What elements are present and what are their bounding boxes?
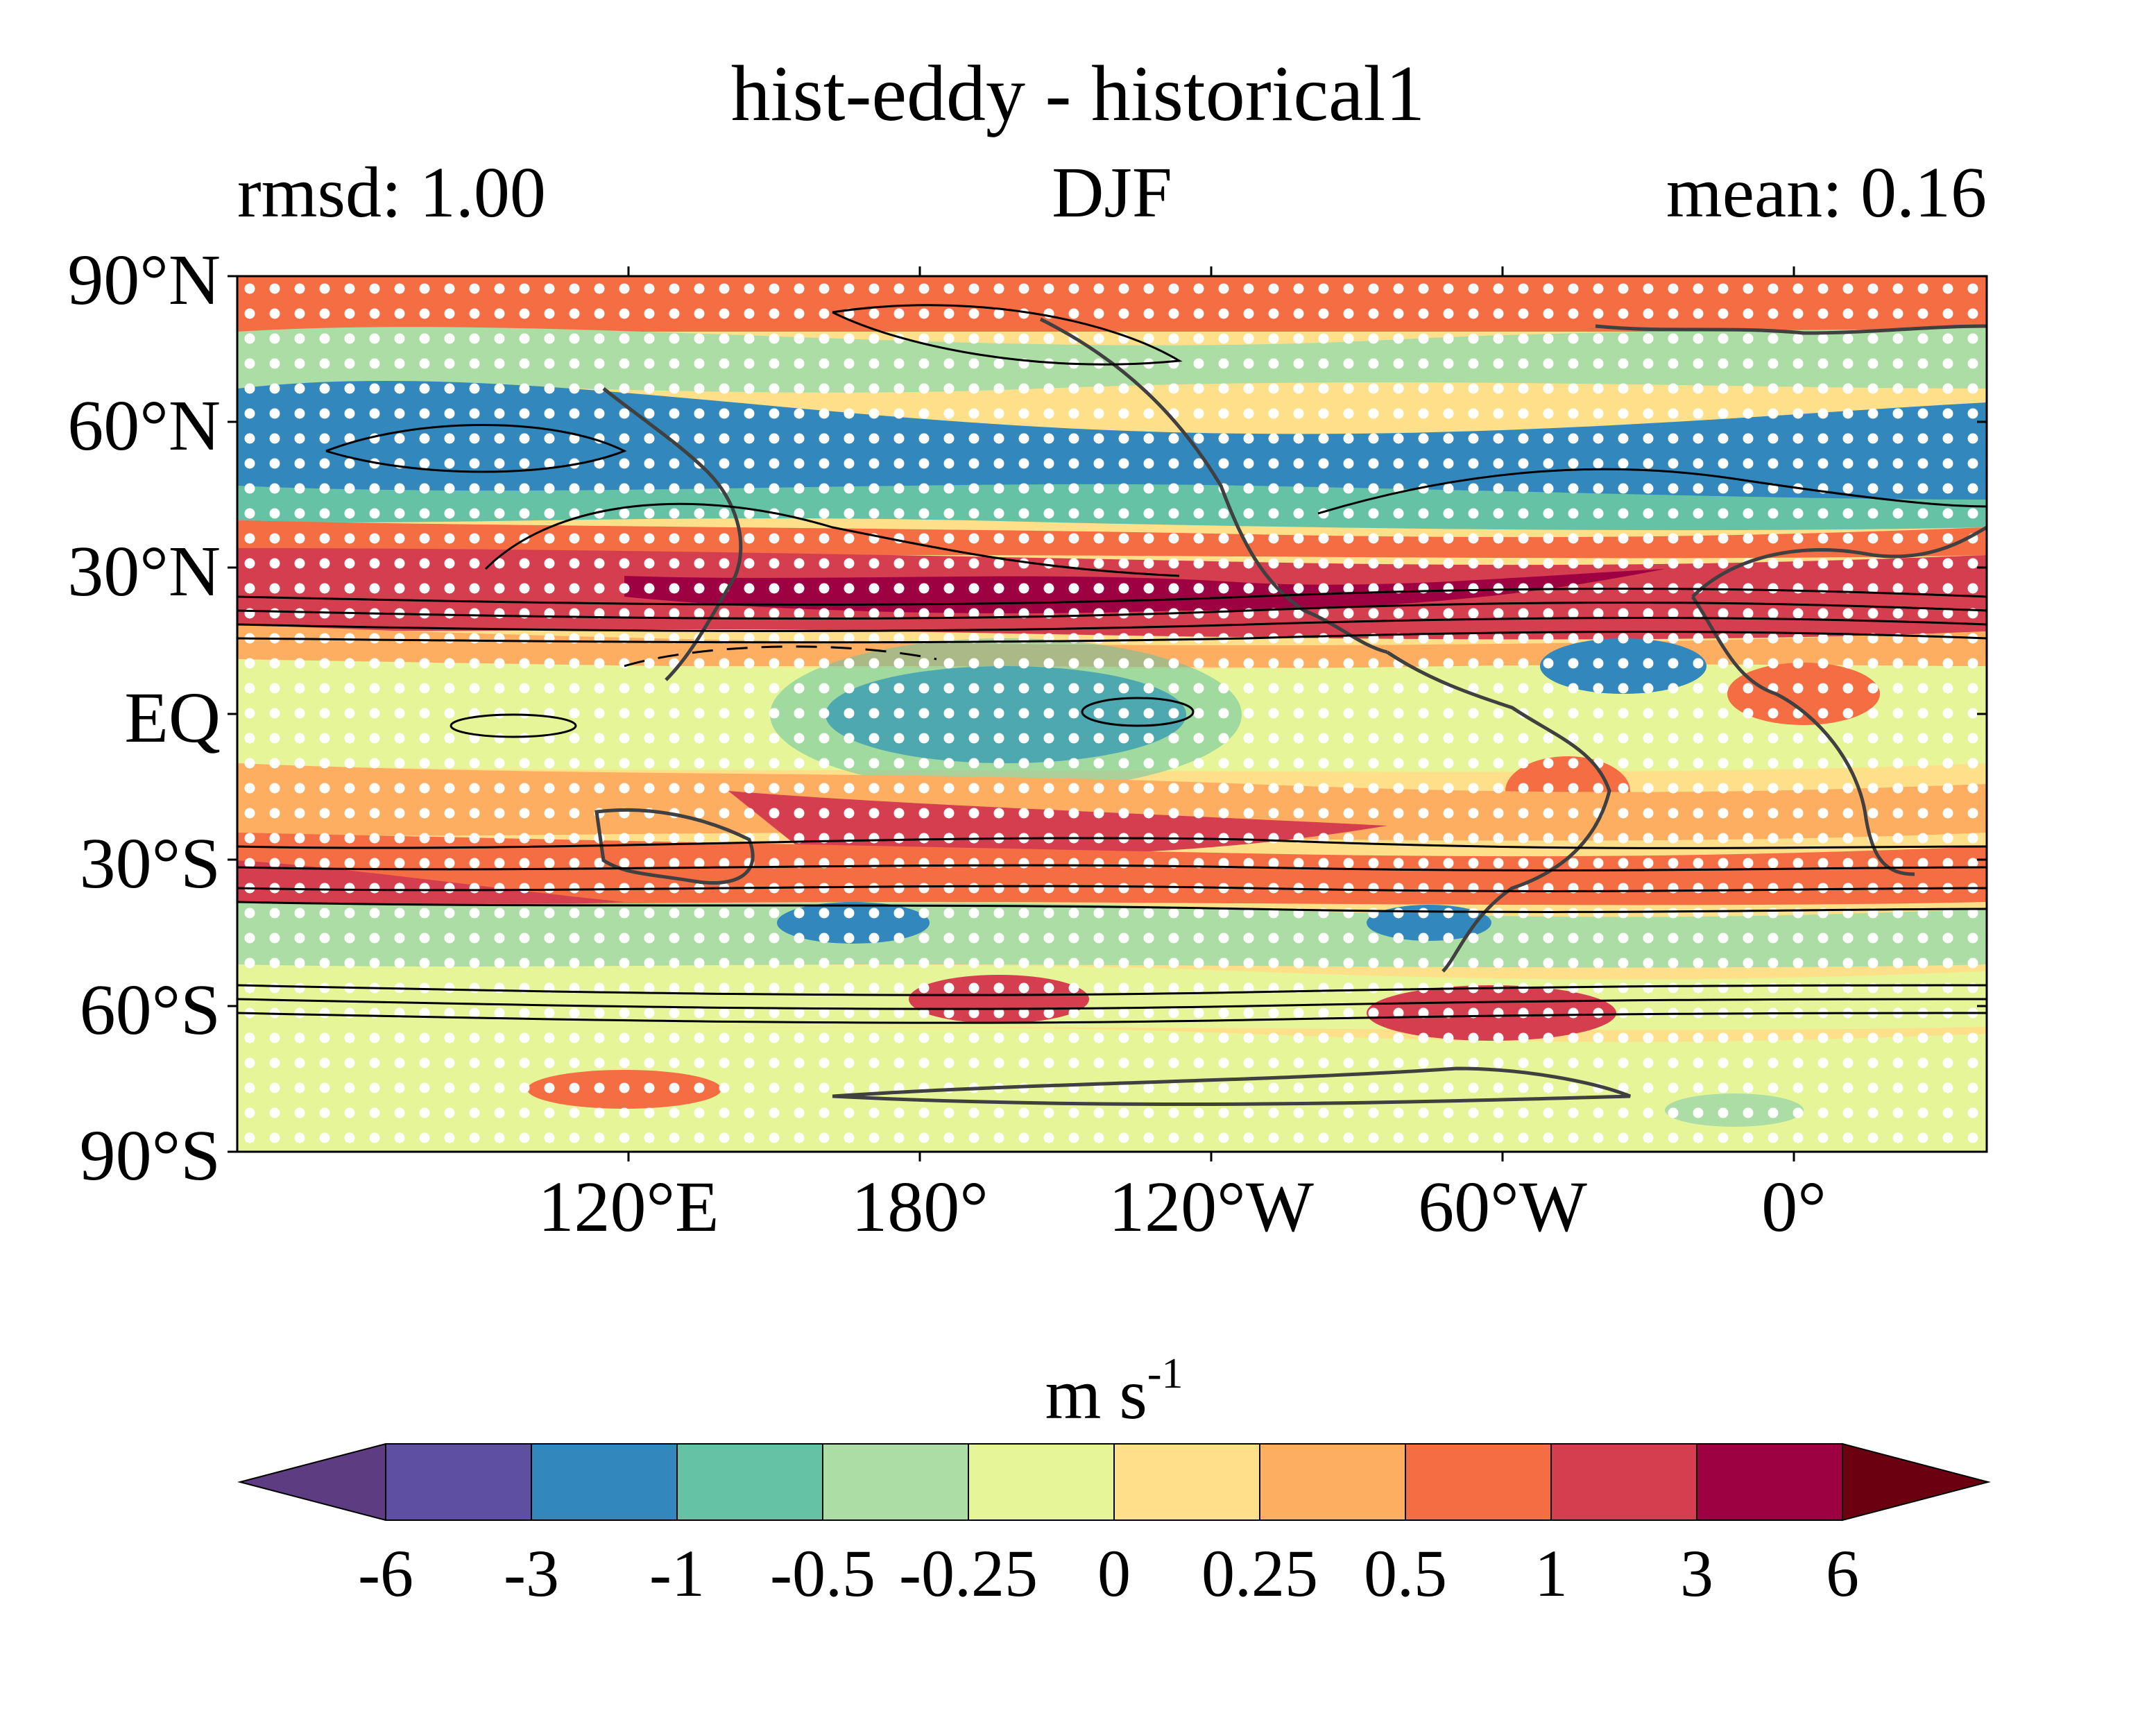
lat-label: 30°S xyxy=(79,824,221,903)
colorbar-bin xyxy=(1113,1443,1260,1521)
colorbar-tick: 0 xyxy=(1097,1536,1131,1610)
colorbar-tick: -6 xyxy=(358,1536,413,1610)
colorbar-bin xyxy=(968,1443,1115,1521)
colorbar-tick: -0.25 xyxy=(899,1536,1038,1610)
colorbar-tick: 6 xyxy=(1826,1536,1859,1610)
colorbar-extend-low xyxy=(237,1442,386,1522)
subtitle-mean: mean: 0.16 xyxy=(1666,153,1987,232)
colorbar-tick: 0.5 xyxy=(1364,1536,1447,1610)
colorbar-tick: 3 xyxy=(1680,1536,1713,1610)
lat-label: 60°S xyxy=(79,970,221,1050)
colorbar-bin xyxy=(531,1443,678,1521)
colorbar-unit-base: m s xyxy=(1045,1354,1147,1434)
lon-label: 180° xyxy=(851,1167,989,1247)
colorbar-unit-exponent: -1 xyxy=(1147,1350,1183,1397)
lon-label: 120°E xyxy=(538,1167,719,1247)
map-panel xyxy=(237,276,1987,1152)
colorbar-tick: 0.25 xyxy=(1201,1536,1318,1610)
colorbar-bin xyxy=(1259,1443,1406,1521)
colorbar-bin xyxy=(676,1443,823,1521)
contour-lines xyxy=(237,304,1987,1024)
lat-label: 90°N xyxy=(67,240,221,320)
lon-label: 0° xyxy=(1761,1167,1826,1247)
lat-label: 60°N xyxy=(67,386,221,466)
lat-label: 90°S xyxy=(79,1116,221,1195)
colorbar-tick: 1 xyxy=(1534,1536,1568,1610)
lon-label: 60°W xyxy=(1418,1167,1587,1247)
figure-title: hist-eddy - historical1 xyxy=(730,49,1426,137)
lon-label: 120°W xyxy=(1109,1167,1314,1247)
lat-label: 30°N xyxy=(67,531,221,611)
colorbar-bin xyxy=(1696,1443,1843,1521)
colorbar-bin xyxy=(385,1443,532,1521)
colorbar-bin xyxy=(822,1443,969,1521)
subtitle-season: DJF xyxy=(1052,153,1172,232)
colorbar-bin xyxy=(1405,1443,1552,1521)
lat-label: EQ xyxy=(124,678,221,758)
colorbar-unit: m s-1 xyxy=(906,1352,1322,1431)
colorbar-tick: -3 xyxy=(504,1536,559,1610)
colorbar xyxy=(237,1442,1991,1522)
colorbar-tick: -1 xyxy=(649,1536,705,1610)
colorbar-bin xyxy=(1550,1443,1697,1521)
colorbar-tick: -0.5 xyxy=(770,1536,875,1610)
colorbar-extend-high xyxy=(1842,1442,1991,1522)
axis-ticks xyxy=(228,266,1987,1161)
subtitle-rmsd: rmsd: 1.00 xyxy=(237,153,546,232)
